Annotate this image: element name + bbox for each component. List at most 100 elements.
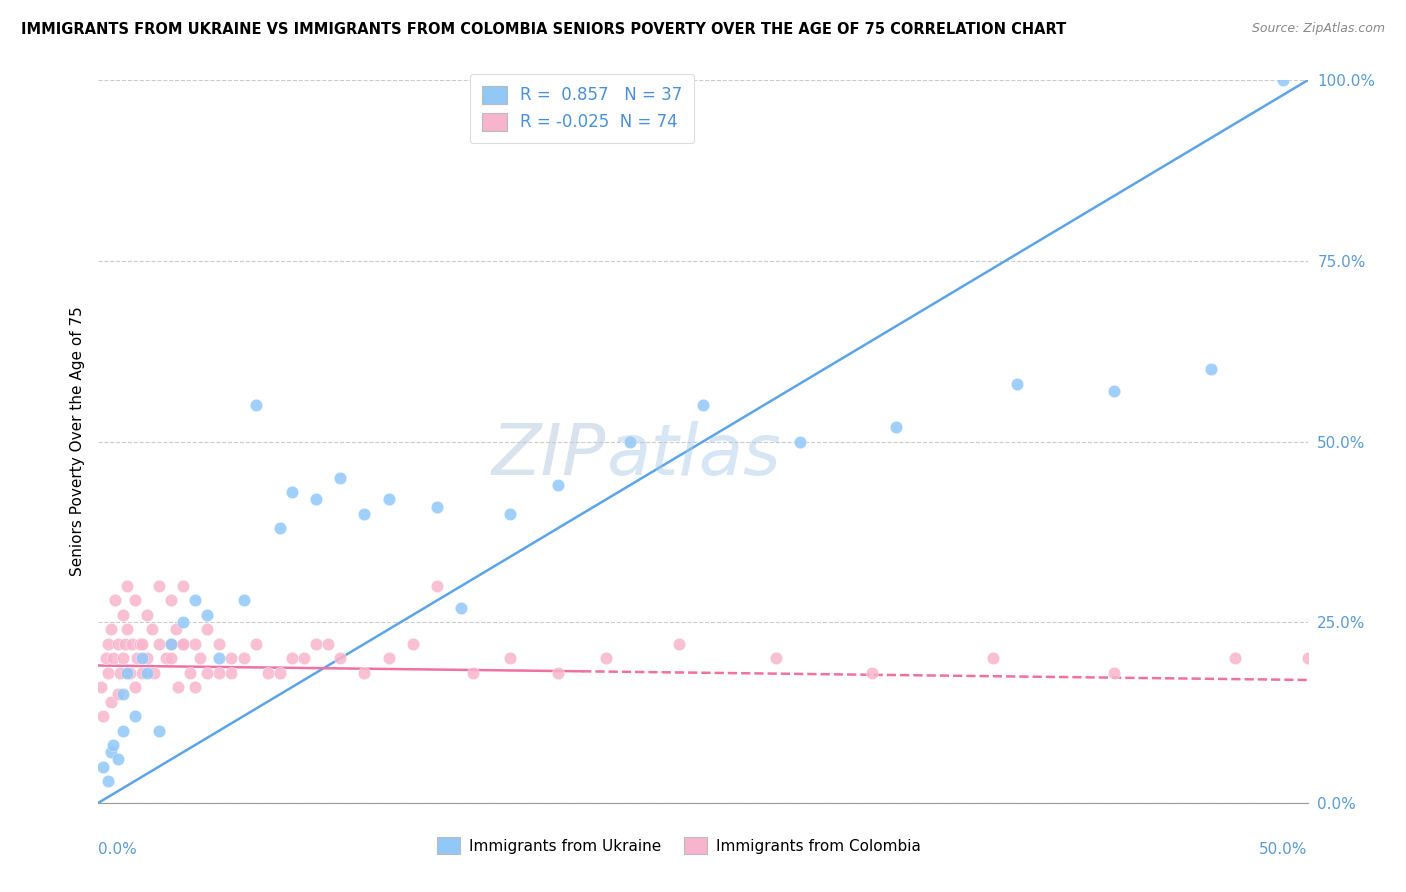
Point bbox=[498, 507, 520, 521]
Point bbox=[195, 665, 218, 680]
Point bbox=[107, 752, 129, 766]
Point bbox=[160, 637, 183, 651]
Point bbox=[124, 680, 146, 694]
Point bbox=[100, 695, 122, 709]
Point bbox=[195, 607, 218, 622]
Point bbox=[160, 637, 183, 651]
Point bbox=[148, 723, 170, 738]
Point bbox=[188, 651, 211, 665]
Point bbox=[111, 651, 134, 665]
Point bbox=[619, 434, 641, 449]
Point bbox=[208, 637, 231, 651]
Point bbox=[141, 623, 163, 637]
Text: 50.0%: 50.0% bbox=[1260, 842, 1308, 856]
Point bbox=[184, 637, 207, 651]
Point bbox=[135, 651, 157, 665]
Point bbox=[208, 665, 231, 680]
Point bbox=[97, 637, 120, 651]
Point bbox=[101, 738, 124, 752]
Point bbox=[167, 680, 190, 694]
Point bbox=[245, 398, 267, 412]
Point bbox=[172, 637, 194, 651]
Point bbox=[117, 665, 139, 680]
Point bbox=[107, 687, 129, 701]
Point bbox=[765, 651, 787, 665]
Point bbox=[281, 485, 304, 500]
Point bbox=[232, 593, 254, 607]
Point bbox=[269, 521, 291, 535]
Point bbox=[124, 593, 146, 607]
Point bbox=[1007, 376, 1029, 391]
Text: IMMIGRANTS FROM UKRAINE VS IMMIGRANTS FROM COLOMBIA SENIORS POVERTY OVER THE AGE: IMMIGRANTS FROM UKRAINE VS IMMIGRANTS FR… bbox=[21, 22, 1066, 37]
Point bbox=[547, 665, 569, 680]
Point bbox=[91, 760, 114, 774]
Point bbox=[463, 665, 485, 680]
Point bbox=[195, 623, 218, 637]
Point bbox=[101, 651, 124, 665]
Point bbox=[97, 665, 120, 680]
Point bbox=[160, 593, 183, 607]
Point bbox=[232, 651, 254, 665]
Point bbox=[184, 680, 207, 694]
Point bbox=[104, 593, 127, 607]
Point bbox=[269, 665, 291, 680]
Point bbox=[498, 651, 520, 665]
Point bbox=[114, 637, 136, 651]
Point bbox=[160, 651, 183, 665]
Point bbox=[547, 478, 569, 492]
Point bbox=[143, 665, 166, 680]
Point bbox=[148, 579, 170, 593]
Point bbox=[131, 637, 153, 651]
Point bbox=[117, 623, 139, 637]
Point bbox=[165, 623, 187, 637]
Point bbox=[886, 420, 908, 434]
Point bbox=[316, 637, 339, 651]
Point bbox=[148, 637, 170, 651]
Point bbox=[789, 434, 811, 449]
Point bbox=[131, 665, 153, 680]
Text: 0.0%: 0.0% bbox=[98, 842, 138, 856]
Point bbox=[172, 637, 194, 651]
Point bbox=[353, 665, 375, 680]
Point bbox=[121, 637, 143, 651]
Point bbox=[135, 665, 157, 680]
Point bbox=[981, 651, 1004, 665]
Point bbox=[184, 593, 207, 607]
Point bbox=[111, 723, 134, 738]
Point bbox=[668, 637, 690, 651]
Point bbox=[281, 651, 304, 665]
Point bbox=[1272, 73, 1295, 87]
Text: atlas: atlas bbox=[606, 422, 780, 491]
Point bbox=[127, 651, 149, 665]
Point bbox=[111, 607, 134, 622]
Point bbox=[377, 651, 399, 665]
Point bbox=[256, 665, 278, 680]
Point bbox=[1102, 665, 1125, 680]
Point bbox=[117, 579, 139, 593]
Point bbox=[107, 637, 129, 651]
Point bbox=[124, 709, 146, 723]
Point bbox=[402, 637, 425, 651]
Point bbox=[97, 774, 120, 789]
Point bbox=[450, 600, 472, 615]
Point bbox=[1199, 362, 1222, 376]
Point bbox=[377, 492, 399, 507]
Point bbox=[305, 637, 328, 651]
Point bbox=[208, 651, 231, 665]
Point bbox=[90, 680, 112, 694]
Point bbox=[118, 665, 141, 680]
Point bbox=[860, 665, 883, 680]
Legend: Immigrants from Ukraine, Immigrants from Colombia: Immigrants from Ukraine, Immigrants from… bbox=[430, 831, 927, 860]
Point bbox=[426, 579, 449, 593]
Point bbox=[128, 637, 150, 651]
Point bbox=[135, 607, 157, 622]
Point bbox=[221, 665, 243, 680]
Point bbox=[172, 579, 194, 593]
Point bbox=[692, 398, 714, 412]
Point bbox=[353, 507, 375, 521]
Point bbox=[179, 665, 201, 680]
Point bbox=[131, 651, 153, 665]
Point bbox=[100, 745, 122, 759]
Point bbox=[155, 651, 177, 665]
Point bbox=[1102, 384, 1125, 398]
